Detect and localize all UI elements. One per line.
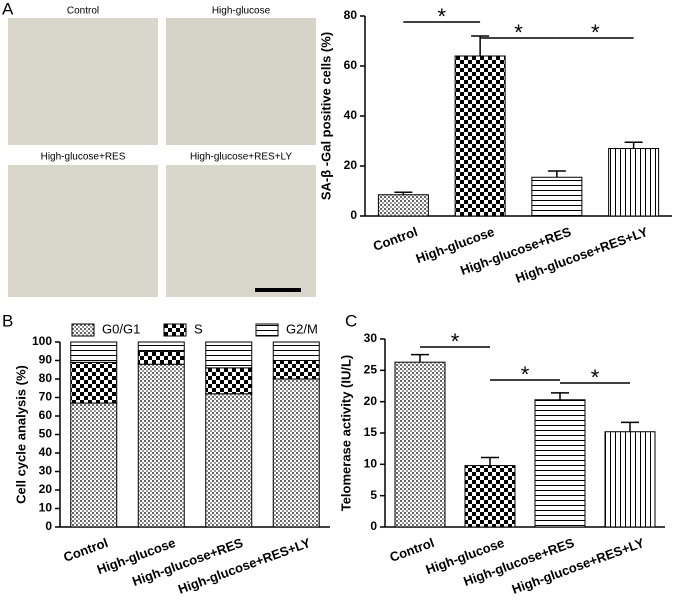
y-tick-label: 0 xyxy=(370,519,377,533)
bar xyxy=(534,399,586,528)
significance-star: * xyxy=(514,20,523,45)
y-axis-label: SA-β -Gal positive cells (%) xyxy=(318,32,333,200)
y-tick-label: 80 xyxy=(39,371,53,385)
bar-segment xyxy=(137,363,185,528)
x-tick-label: High-glucose+RES+LY xyxy=(513,224,650,286)
bar xyxy=(464,465,516,528)
legend-label: G0/G1 xyxy=(102,321,140,336)
y-tick-label: 15 xyxy=(364,425,378,439)
bar-segment xyxy=(205,393,253,528)
y-tick-label: 100 xyxy=(32,334,52,348)
bar xyxy=(394,361,446,528)
bar-segment xyxy=(272,378,320,528)
y-tick-label: 70 xyxy=(39,390,53,404)
legend-swatch xyxy=(163,323,187,337)
bar xyxy=(608,148,660,217)
significance-star: * xyxy=(437,4,446,29)
legend-label: G2/M xyxy=(286,321,318,336)
y-tick-label: 80 xyxy=(344,8,358,22)
x-tick-label: High-glucose+RES+LY xyxy=(510,535,647,597)
bar-segment xyxy=(137,350,185,365)
y-tick-label: 30 xyxy=(364,331,378,345)
y-axis-label: Telomerase activity (IU/L) xyxy=(338,355,353,512)
y-tick-label: 0 xyxy=(350,208,357,222)
bar-segment xyxy=(205,341,253,369)
bar xyxy=(531,176,583,217)
y-tick-label: 20 xyxy=(364,394,378,408)
significance-star: * xyxy=(451,329,460,354)
micrographs xyxy=(8,18,316,297)
significance-star: * xyxy=(591,20,600,45)
panel-label: A xyxy=(2,0,14,18)
y-tick-label: 5 xyxy=(370,488,377,502)
significance-star: * xyxy=(591,365,600,390)
y-tick-label: 40 xyxy=(344,108,358,122)
y-tick-label: 10 xyxy=(364,457,378,471)
image-label: High-glucose+RES+LY xyxy=(190,152,292,163)
y-tick-label: 50 xyxy=(39,427,53,441)
legend-swatch xyxy=(255,323,279,337)
y-tick-label: 30 xyxy=(39,464,53,478)
panel-label: B xyxy=(2,311,13,330)
bar xyxy=(377,194,429,217)
image-label: High-glucose+RES xyxy=(41,152,126,163)
y-tick-label: 60 xyxy=(39,408,53,422)
y-axis-label: Cell cycle analysis (%) xyxy=(13,365,28,504)
y-tick-label: 20 xyxy=(344,158,358,172)
y-tick-label: 90 xyxy=(39,353,53,367)
bar-segment xyxy=(272,341,320,361)
legend-label: S xyxy=(194,321,203,336)
y-tick-label: 0 xyxy=(45,519,52,533)
significance-star: * xyxy=(521,362,530,387)
x-tick-label: Control xyxy=(371,224,420,254)
bar xyxy=(604,431,656,528)
bar-segment xyxy=(137,341,185,352)
panel-label: C xyxy=(345,311,357,330)
bar-segment xyxy=(70,341,118,363)
scale-bar xyxy=(255,288,301,292)
y-tick-label: 20 xyxy=(39,482,53,496)
bar-segment xyxy=(205,367,253,395)
bar-segment xyxy=(70,361,118,404)
bar-segment xyxy=(70,402,118,528)
y-tick-label: 10 xyxy=(39,501,53,515)
micrograph xyxy=(166,165,316,297)
y-tick-label: 25 xyxy=(364,363,378,377)
bar-segment xyxy=(272,360,320,380)
bar xyxy=(454,55,506,217)
y-tick-label: 40 xyxy=(39,445,53,459)
image-label: High-glucose xyxy=(212,6,271,17)
micrograph xyxy=(8,18,158,145)
image-label: Control xyxy=(67,6,99,17)
y-tick-label: 60 xyxy=(344,58,358,72)
micrograph xyxy=(8,165,158,297)
legend-swatch xyxy=(71,323,95,337)
micrograph xyxy=(166,18,316,145)
